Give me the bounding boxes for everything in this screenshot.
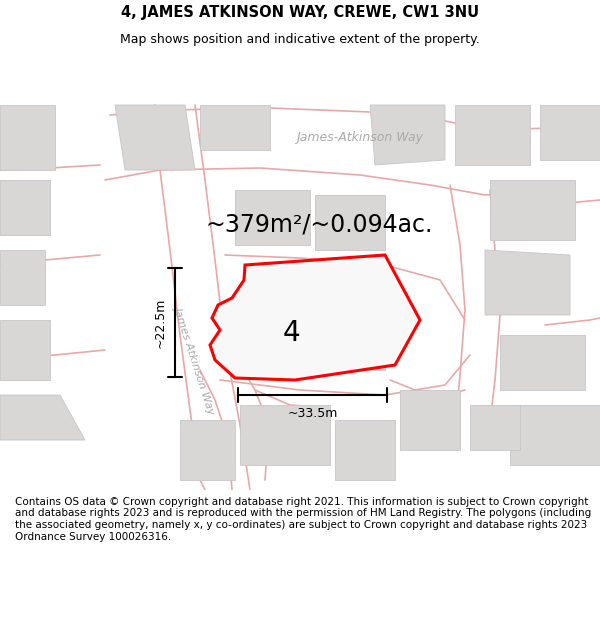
Text: Contains OS data © Crown copyright and database right 2021. This information is : Contains OS data © Crown copyright and d… <box>15 497 591 541</box>
Polygon shape <box>0 180 50 235</box>
Polygon shape <box>470 405 520 450</box>
Polygon shape <box>510 405 600 465</box>
Text: ~379m²/~0.094ac.: ~379m²/~0.094ac. <box>205 213 433 237</box>
Polygon shape <box>540 105 600 160</box>
Polygon shape <box>0 105 55 170</box>
Polygon shape <box>210 255 420 380</box>
Text: 4: 4 <box>283 319 300 347</box>
Polygon shape <box>370 105 445 165</box>
Text: James-Atkinson Way: James-Atkinson Way <box>296 131 424 144</box>
Polygon shape <box>115 105 195 170</box>
Polygon shape <box>485 250 570 315</box>
Polygon shape <box>0 395 85 440</box>
Polygon shape <box>180 420 235 480</box>
Polygon shape <box>200 105 270 150</box>
Text: ~33.5m: ~33.5m <box>287 407 338 420</box>
Text: James Atkinson Way: James Atkinson Way <box>173 305 217 415</box>
Polygon shape <box>240 405 330 465</box>
Polygon shape <box>315 320 385 370</box>
Polygon shape <box>400 390 460 450</box>
Polygon shape <box>500 335 585 390</box>
Polygon shape <box>315 195 385 250</box>
Polygon shape <box>235 190 310 245</box>
Polygon shape <box>335 420 395 480</box>
Polygon shape <box>0 320 50 380</box>
Polygon shape <box>0 250 45 305</box>
Text: ~22.5m: ~22.5m <box>154 298 167 348</box>
Polygon shape <box>240 315 310 365</box>
Text: Map shows position and indicative extent of the property.: Map shows position and indicative extent… <box>120 34 480 46</box>
Text: 4, JAMES ATKINSON WAY, CREWE, CW1 3NU: 4, JAMES ATKINSON WAY, CREWE, CW1 3NU <box>121 5 479 20</box>
Polygon shape <box>455 105 530 165</box>
Polygon shape <box>490 180 575 240</box>
